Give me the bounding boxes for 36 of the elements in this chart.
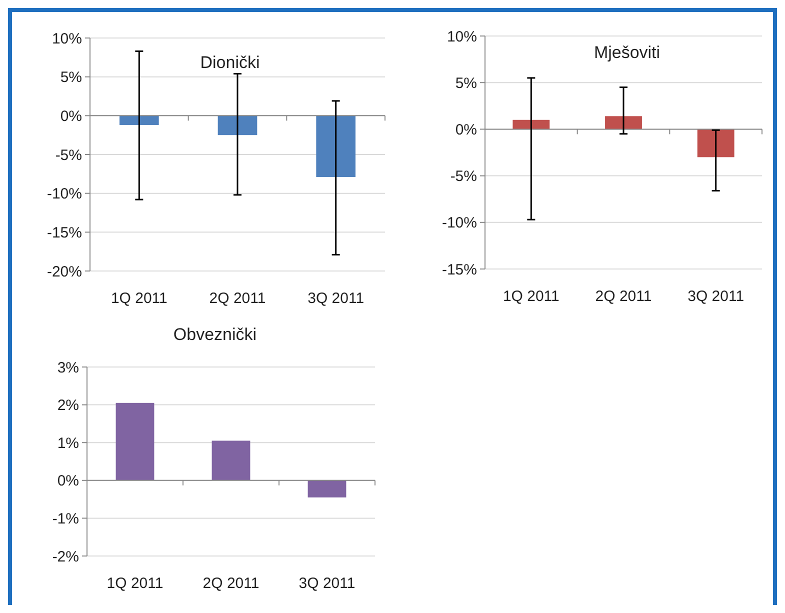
x-tick-label: 3Q 2011 xyxy=(308,290,364,307)
chart-title: Obveznički xyxy=(173,325,257,344)
y-tick-label: 0% xyxy=(455,121,477,138)
y-tick-label: -15% xyxy=(46,224,82,242)
y-tick-label: 1% xyxy=(57,434,79,452)
y-tick-label: 3% xyxy=(57,359,79,376)
x-tick-label: 2Q 2011 xyxy=(202,575,260,592)
x-tick-label: 2Q 2011 xyxy=(595,288,652,305)
bar xyxy=(116,402,154,480)
y-tick-label: 5% xyxy=(455,74,477,92)
y-tick-label: -1% xyxy=(52,510,79,528)
bar xyxy=(605,116,642,130)
y-tick-label: 10% xyxy=(52,30,82,48)
bar xyxy=(697,129,734,158)
x-tick-label: 3Q 2011 xyxy=(298,575,356,592)
y-tick-label: 10% xyxy=(446,28,477,46)
x-tick-label: 3Q 2011 xyxy=(688,288,744,305)
y-tick-label: -15% xyxy=(442,261,477,278)
bar xyxy=(308,480,346,498)
y-tick-label: -5% xyxy=(55,146,82,164)
y-tick-label: 0% xyxy=(57,472,79,490)
x-tick-label: 1Q 2011 xyxy=(106,575,164,592)
x-tick-label: 2Q 2011 xyxy=(209,290,266,307)
bar xyxy=(212,440,250,480)
y-tick-label: -10% xyxy=(46,186,82,203)
x-tick-label: 1Q 2011 xyxy=(110,290,168,307)
y-tick-label: -2% xyxy=(52,548,79,566)
y-tick-label: 0% xyxy=(60,108,82,125)
x-tick-label: 1Q 2011 xyxy=(502,288,560,305)
y-tick-label: -20% xyxy=(46,263,82,280)
text: Dionički xyxy=(200,53,260,72)
y-tick-label: -10% xyxy=(442,214,477,232)
chart-title: Mješoviti xyxy=(594,43,660,62)
y-tick-label: 2% xyxy=(57,397,79,414)
y-tick-label: -5% xyxy=(450,168,477,186)
y-tick-label: 5% xyxy=(60,69,82,86)
